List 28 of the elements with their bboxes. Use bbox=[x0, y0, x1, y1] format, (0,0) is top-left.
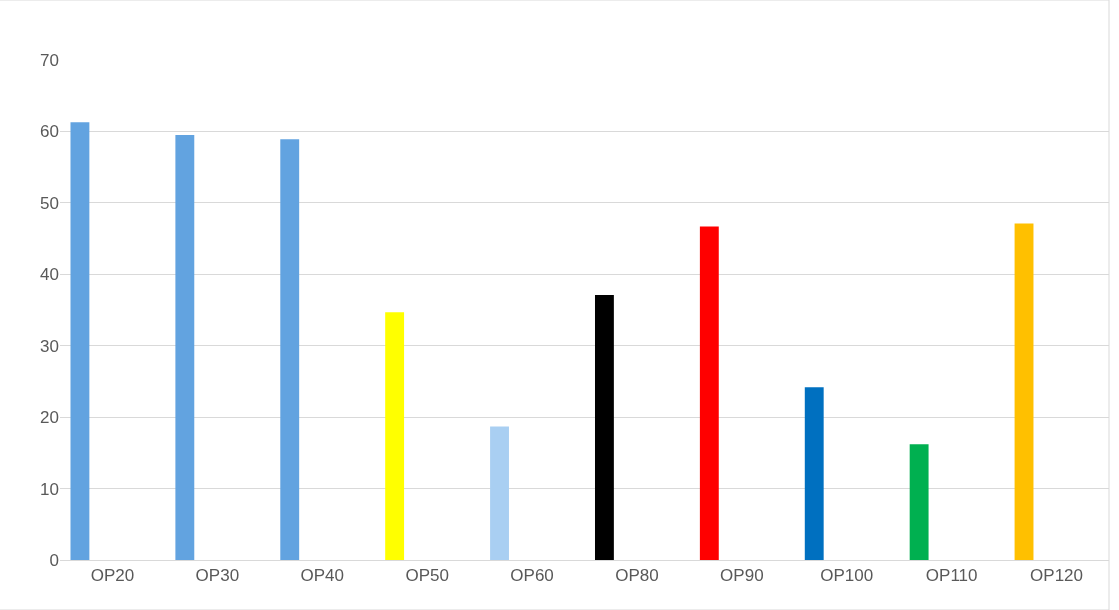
bar bbox=[175, 135, 195, 560]
x-tick-label: OP20 bbox=[90, 566, 135, 586]
x-tick-label: OP40 bbox=[300, 566, 344, 586]
bar bbox=[280, 139, 300, 560]
bar bbox=[70, 122, 90, 560]
y-tick-label: 30 bbox=[40, 336, 59, 356]
y-tick-label: 40 bbox=[40, 265, 59, 285]
bar bbox=[490, 426, 509, 560]
x-tick-label: OP90 bbox=[720, 566, 764, 586]
bar bbox=[385, 312, 405, 560]
y-tick-label: 70 bbox=[40, 50, 59, 70]
y-tick-label: 50 bbox=[40, 193, 59, 213]
x-tick-label: OP80 bbox=[615, 566, 659, 586]
y-tick-label: 0 bbox=[49, 550, 59, 570]
x-tick-label: OP50 bbox=[405, 566, 449, 586]
bar bbox=[1014, 223, 1034, 560]
x-tick-label: OP110 bbox=[925, 566, 978, 586]
bar bbox=[699, 226, 719, 560]
x-tick-label: OP120 bbox=[1030, 566, 1084, 586]
y-tick-label: 10 bbox=[40, 479, 59, 499]
x-tick-label: OP100 bbox=[820, 566, 874, 586]
x-tick-label: OP60 bbox=[510, 566, 554, 586]
bar bbox=[804, 387, 824, 560]
bar bbox=[594, 295, 614, 560]
bar bbox=[909, 444, 929, 560]
y-tick-label: 60 bbox=[40, 122, 59, 142]
x-tick-label: OP30 bbox=[195, 566, 240, 586]
y-tick-label: 20 bbox=[40, 408, 59, 428]
